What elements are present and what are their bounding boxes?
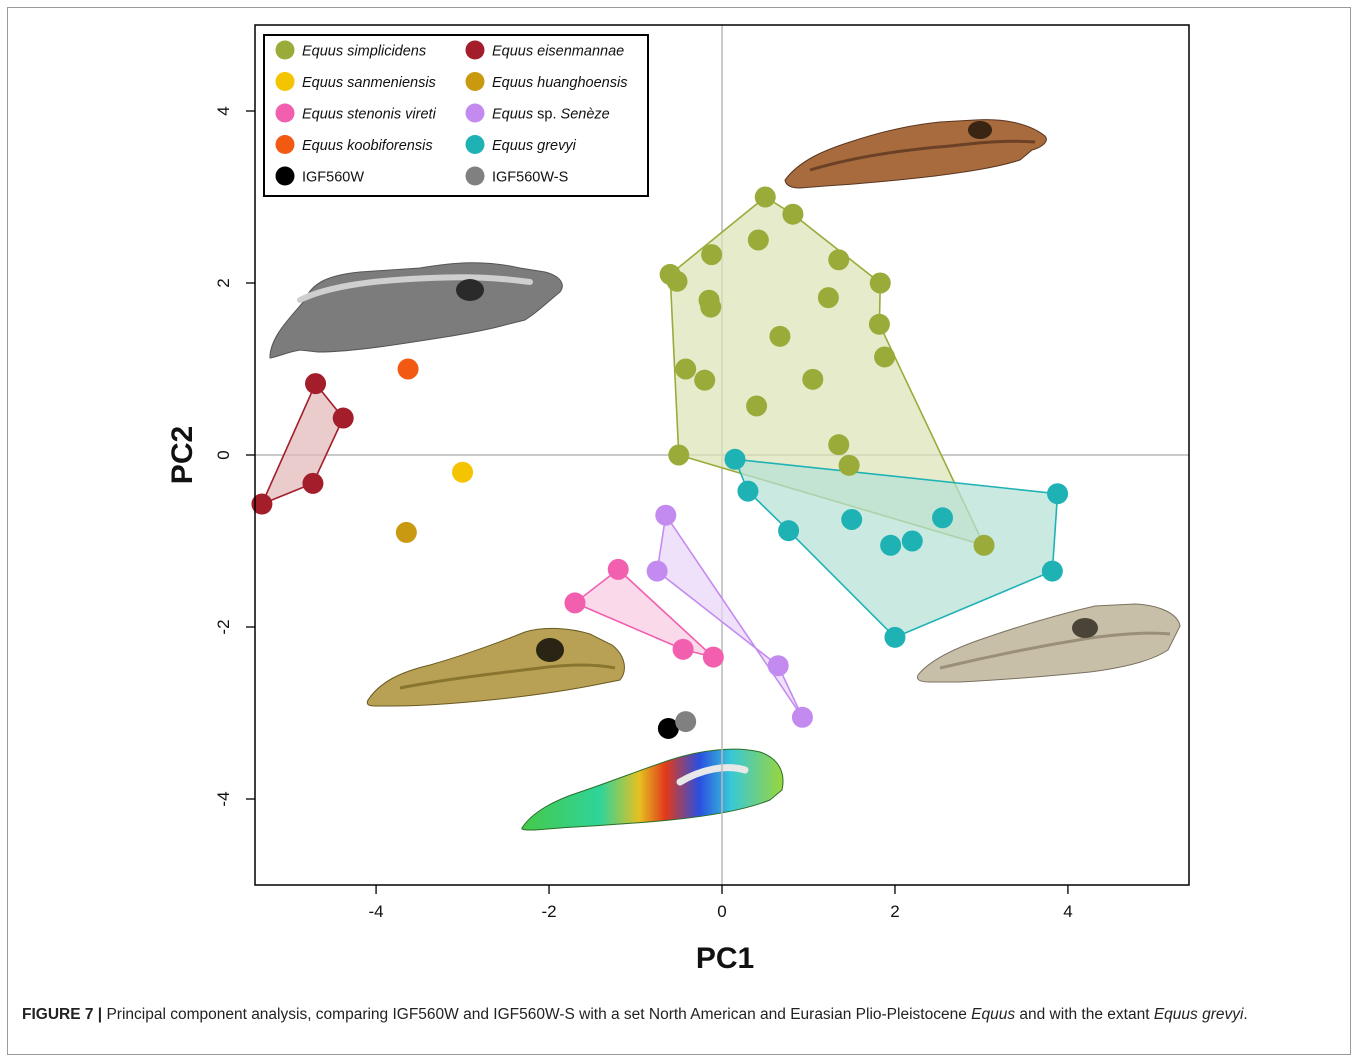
data-point-series-0-18 — [828, 434, 850, 456]
data-point-series-7-8 — [1041, 560, 1063, 582]
skull-illustration-tan — [366, 627, 625, 707]
data-point-series-7-1 — [737, 480, 759, 502]
x-tick-label-4: 4 — [1063, 902, 1072, 921]
data-point-series-0-7 — [869, 272, 891, 294]
legend-marker-4 — [275, 103, 295, 123]
legend-label-7: Equus grevyi — [492, 138, 577, 154]
legend-label-8: IGF560W — [302, 170, 364, 186]
data-point-series-0-3 — [701, 244, 723, 266]
legend-label-4: Equus stenonis vireti — [302, 107, 437, 123]
data-point-series-2-0 — [452, 461, 474, 483]
skull-illustration-light — [917, 603, 1181, 683]
y-tick-label-0: -4 — [214, 791, 233, 806]
y-tick-label-1: -2 — [214, 619, 233, 634]
x-axis-title: PC1 — [696, 942, 754, 975]
x-tick-label-0: -4 — [369, 902, 384, 921]
y-tick-label-3: 2 — [214, 278, 233, 287]
data-point-series-0-15 — [694, 369, 716, 391]
data-point-series-7-6 — [901, 530, 923, 552]
skull-illustration-grey — [269, 262, 563, 359]
data-point-series-0-2 — [747, 229, 769, 251]
data-point-series-8-0 — [657, 717, 679, 739]
caption-text-b: Equus — [971, 1006, 1016, 1023]
data-point-series-7-4 — [841, 509, 863, 530]
data-point-series-0-19 — [668, 444, 690, 466]
data-point-series-0-0 — [754, 186, 776, 208]
skull-illustration-3d-model — [521, 748, 784, 831]
data-point-series-6-0 — [397, 358, 419, 380]
figure-frame — [7, 7, 1351, 1055]
data-point-series-0-21 — [973, 534, 995, 556]
legend-marker-0 — [275, 40, 295, 60]
data-point-series-3-0 — [395, 521, 417, 543]
data-point-series-0-9 — [700, 296, 722, 318]
data-point-series-0-4 — [828, 249, 850, 271]
data-point-series-0-17 — [746, 395, 768, 417]
legend-marker-7 — [465, 135, 485, 154]
data-point-series-7-9 — [884, 626, 906, 648]
data-point-series-1-1 — [332, 407, 354, 429]
data-point-series-9-0 — [675, 711, 697, 733]
data-point-series-7-7 — [880, 534, 902, 556]
y-axis-title: PC2 — [166, 426, 199, 484]
data-point-series-5-3 — [791, 706, 813, 728]
data-point-series-4-2 — [672, 638, 694, 660]
hull-polygon-1 — [260, 382, 345, 506]
y-tick-label-2: 0 — [214, 450, 233, 459]
data-point-series-7-2 — [1047, 483, 1069, 505]
data-point-series-0-10 — [817, 287, 839, 309]
x-tick-label-3: 2 — [890, 902, 899, 921]
data-point-series-5-2 — [767, 655, 789, 677]
figure-caption: FIGURE 7 | Principal component analysis,… — [22, 1004, 1342, 1026]
skull-illustration-brown — [784, 119, 1047, 189]
legend-label-6: Equus koobiforensis — [302, 138, 433, 154]
data-point-series-1-0 — [305, 373, 327, 395]
legend-marker-5 — [465, 103, 485, 123]
data-point-series-0-13 — [874, 346, 896, 368]
legend-marker-9 — [465, 166, 485, 186]
legend-marker-1 — [465, 40, 485, 60]
data-point-series-4-1 — [564, 592, 586, 614]
data-point-series-0-1 — [782, 203, 804, 225]
caption-label: FIGURE 7 | — [22, 1006, 103, 1023]
caption-text-d: Equus grevyi — [1153, 1006, 1244, 1023]
x-tick-label-2: 0 — [717, 902, 726, 921]
hull-polygon-0 — [669, 196, 986, 547]
data-point-series-0-14 — [675, 358, 697, 380]
legend-label-5: Equus sp. Senèze — [492, 107, 610, 123]
data-point-series-7-5 — [778, 520, 800, 542]
legend-label-3: Equus huanghoensis — [492, 75, 627, 91]
caption-text-c: and with the extant — [1015, 1006, 1154, 1023]
data-point-series-7-0 — [724, 448, 746, 470]
data-point-series-4-0 — [607, 558, 629, 580]
legend-label-1: Equus eisenmannae — [492, 44, 624, 60]
data-point-series-0-16 — [802, 368, 824, 390]
x-tick-label-1: -2 — [541, 902, 556, 921]
legend-label-0: Equus simplicidens — [302, 44, 426, 60]
data-point-series-0-20 — [838, 454, 860, 476]
data-point-series-0-12 — [769, 325, 791, 347]
data-point-series-0-6 — [666, 270, 688, 292]
data-point-series-4-3 — [702, 646, 724, 668]
y-tick-label-4: 4 — [214, 106, 233, 115]
hull-polygon-5 — [656, 513, 804, 718]
data-point-series-7-3 — [932, 507, 954, 529]
legend-label-9: IGF560W-S — [492, 170, 568, 186]
legend-marker-2 — [275, 72, 295, 91]
data-point-series-5-0 — [655, 504, 677, 526]
data-point-series-1-3 — [251, 493, 273, 515]
caption-text-e: . — [1243, 1006, 1248, 1023]
legend-marker-8 — [275, 166, 295, 186]
legend-marker-6 — [275, 135, 295, 154]
data-point-series-1-2 — [302, 472, 324, 494]
legend-box — [263, 34, 649, 197]
data-point-series-0-11 — [868, 313, 890, 335]
caption-text-a: Principal component analysis, comparing … — [102, 1006, 972, 1023]
legend-label-2: Equus sanmeniensis — [302, 75, 436, 91]
data-point-series-5-1 — [646, 560, 668, 582]
legend-marker-3 — [465, 72, 485, 91]
legend: Equus simplicidens Equus eisenmannae Equus… — [263, 34, 649, 197]
